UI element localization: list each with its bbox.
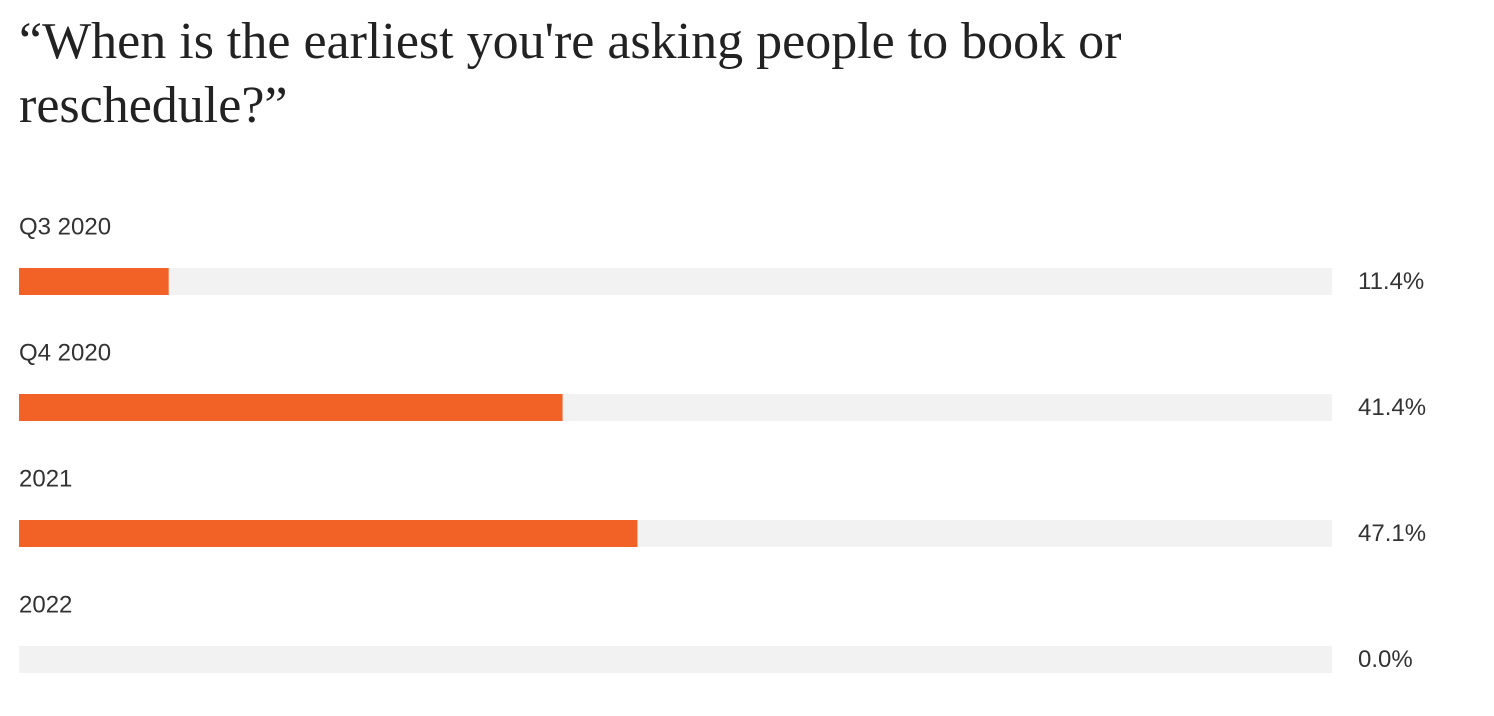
category-label: 2021 [19, 465, 72, 492]
category-label: Q3 2020 [19, 213, 111, 240]
chart-title: “When is the earliest you're asking peop… [19, 13, 1122, 134]
bar [19, 394, 563, 421]
category-label: 2022 [19, 591, 72, 618]
bar-track [19, 646, 1332, 673]
value-label: 11.4% [1358, 268, 1424, 295]
bar-track [19, 268, 1332, 295]
value-label: 47.1% [1358, 520, 1426, 547]
bar [19, 520, 638, 547]
bar [19, 268, 169, 295]
value-label: 0.0% [1358, 646, 1413, 673]
value-label: 41.4% [1358, 394, 1426, 421]
category-label: Q4 2020 [19, 339, 111, 366]
